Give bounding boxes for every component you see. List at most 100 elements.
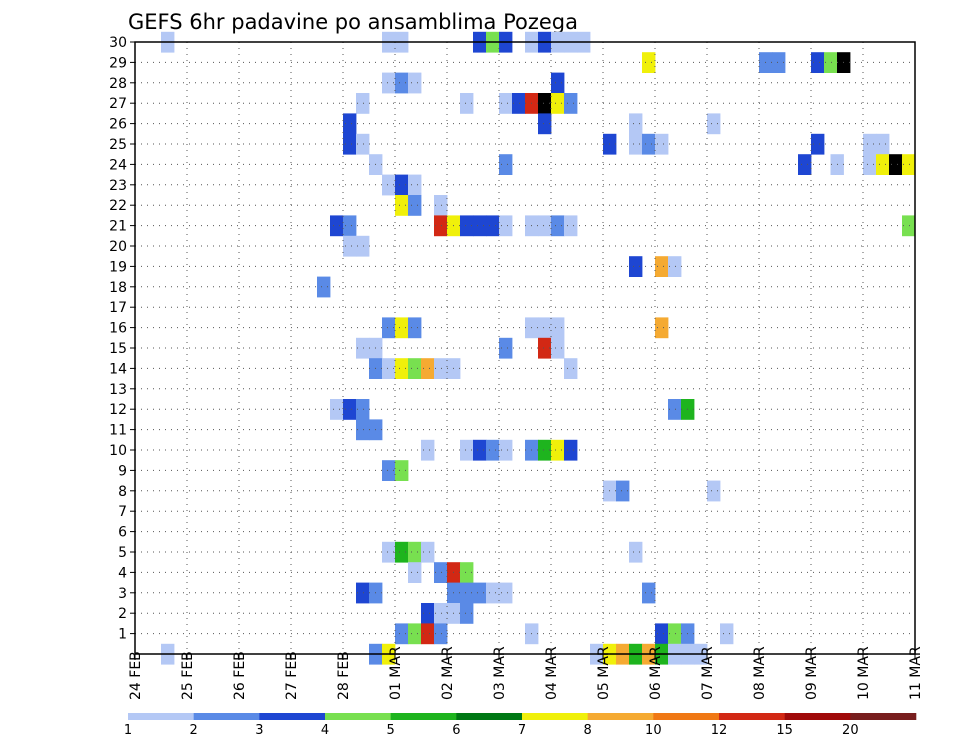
heatmap-cell [421,358,435,379]
heatmap-cell [382,541,396,563]
heatmap-cell [395,174,409,196]
y-tick-label: 10 [109,443,127,459]
heatmap-cell [460,93,474,114]
heatmap-cell [356,337,370,359]
x-tick-label: 25 FEB [180,651,196,700]
heatmap-cell [642,52,656,73]
x-tick-label: 08 MAR [752,646,768,700]
heatmap-cell [564,358,578,379]
heatmap-cell [460,582,474,604]
y-tick-label: 14 [109,361,127,377]
heatmap-cell [356,399,370,420]
heatmap-cell [499,93,513,114]
y-tick-label: 8 [118,484,127,500]
heatmap-cell [473,215,487,237]
heatmap-cell [668,399,682,420]
heatmap-cell [395,195,409,216]
heatmap-cell [642,582,656,604]
y-tick-label: 28 [109,76,127,92]
heatmap-cell [486,439,500,461]
heatmap-cell [512,93,526,114]
heatmap-cell [707,480,721,502]
colorbar-swatch [784,713,851,720]
heatmap-cell [408,541,422,563]
heatmap-cell [434,215,448,237]
heatmap-cell [551,72,565,94]
y-tick-label: 25 [109,137,127,153]
heatmap-cell [356,235,370,257]
heatmap-cell [499,154,513,175]
colorbar-swatch [128,713,194,720]
x-tick-label: 02 MAR [440,646,456,700]
heatmap-cell [499,215,513,237]
chart-title: GEFS 6hr padavine po ansamblima Pozega [128,10,578,34]
y-tick-label: 9 [118,463,127,479]
heatmap-cell [382,174,396,196]
heatmap-cell [343,399,357,420]
heatmap-cell [564,439,578,461]
y-tick-label: 4 [118,565,127,581]
heatmap-cell [538,113,552,135]
heatmap-cell [902,154,916,175]
heatmap-cell [499,337,513,359]
heatmap-cell [551,93,565,114]
heatmap-cell [538,439,552,461]
heatmap-cell [486,582,500,604]
colorbar-swatch [719,713,785,720]
x-tick-label: 11 MAR [908,646,924,700]
heatmap-cell [668,623,682,645]
heatmap-cell [811,52,825,73]
heatmap-cell [538,93,552,114]
heatmap-cell [772,52,786,73]
x-tick-label: 28 FEB [336,651,352,700]
heatmap-cell [486,215,500,237]
heatmap-cell [655,256,669,277]
heatmap-cell [499,439,513,461]
heatmap-cell [395,460,409,481]
heatmap-cell [408,562,422,583]
heatmap-cell [889,154,903,175]
heatmap-cell [551,215,565,237]
heatmap-cell [551,337,565,359]
heatmap-cell [356,582,370,604]
heatmap-cell [408,195,422,216]
colorbar: 1 2 3 4 5 6 7 8 10 12 15 20 [124,713,917,738]
grid-lines [135,41,915,654]
heatmap-cell [642,133,656,155]
heatmap-cell [382,72,396,94]
heatmap-cell [408,623,422,645]
heatmap-cell [356,93,370,114]
heatmap-cell [460,439,474,461]
colorbar-label: 2 [190,723,198,738]
heatmap-cell [616,480,630,502]
y-tick-label: 27 [109,96,127,112]
colorbar-swatch [193,713,260,720]
y-tick-label: 22 [109,198,127,214]
y-tick-label: 1 [118,627,127,643]
heatmap-cell [551,439,565,461]
colorbar-label: 3 [255,723,263,738]
heatmap-cell [382,358,396,379]
heatmap-cells [161,31,916,665]
heatmap-cell [473,439,487,461]
heatmap-cell [499,582,513,604]
heatmap-cell [564,93,578,114]
y-tick-label: 13 [109,382,127,398]
heatmap-cell [811,133,825,155]
heatmap-cell [408,317,422,339]
heatmap-cell [330,215,344,237]
y-tick-label: 2 [118,606,127,622]
heatmap-cell [655,623,669,645]
y-tick-label: 6 [118,525,127,541]
y-tick-label: 15 [109,341,127,357]
heatmap-cell [876,154,890,175]
heatmap-cell [395,623,409,645]
x-axis-ticks: 24 FEB 25 FEB 26 FEB 27 FEB 28 FEB 01 MAR 02 M… [128,646,924,700]
colorbar-label: 5 [387,723,395,738]
y-axis-ticks: 1234567891011121314151617181920212223242… [109,35,135,643]
heatmap-cell [343,235,357,257]
colorbar-label: 12 [711,723,728,738]
heatmap-cell [629,133,643,155]
x-tick-label: 26 FEB [232,651,248,700]
